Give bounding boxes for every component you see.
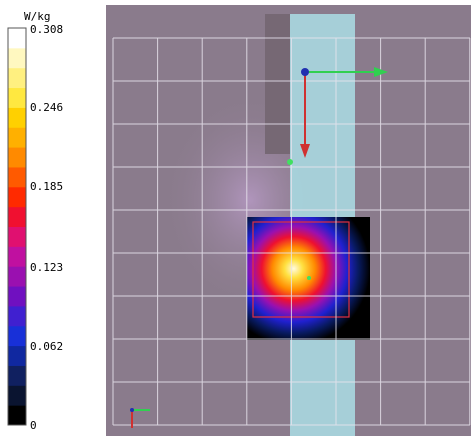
colorbar-band bbox=[8, 385, 26, 406]
tick-label: 0.062 bbox=[30, 340, 63, 353]
colorbar-band bbox=[8, 206, 26, 227]
tick-label: 0.308 bbox=[30, 23, 63, 36]
colorbar-band bbox=[8, 87, 26, 108]
colorbar-band bbox=[8, 67, 26, 89]
tick-label: 0.246 bbox=[30, 101, 63, 114]
colorbar-band bbox=[8, 305, 26, 327]
colorbar-band bbox=[8, 266, 26, 287]
tick-label: 0.123 bbox=[30, 261, 63, 274]
colorbar-band bbox=[8, 345, 26, 366]
unit-label: W/kg bbox=[24, 10, 51, 23]
colorbar-band bbox=[8, 286, 26, 307]
colorbar-band bbox=[8, 186, 26, 208]
colorbar-band bbox=[8, 325, 26, 347]
colorbar-band bbox=[8, 405, 26, 426]
tick-label: 0.185 bbox=[30, 180, 63, 193]
colorbar-band bbox=[8, 166, 26, 188]
tick-label: 0 bbox=[30, 419, 37, 432]
colorbar-band bbox=[8, 127, 26, 148]
colorbar-band bbox=[8, 47, 26, 69]
colorbar-band bbox=[8, 147, 26, 168]
colorbar-band bbox=[8, 226, 26, 247]
colorbar-band bbox=[8, 246, 26, 267]
colorbar-band bbox=[8, 365, 26, 386]
viewport bbox=[106, 5, 471, 436]
colorbar bbox=[7, 27, 27, 426]
colorbar-frame bbox=[7, 27, 27, 426]
colorbar-band bbox=[8, 28, 26, 49]
colorbar-band bbox=[8, 107, 26, 128]
